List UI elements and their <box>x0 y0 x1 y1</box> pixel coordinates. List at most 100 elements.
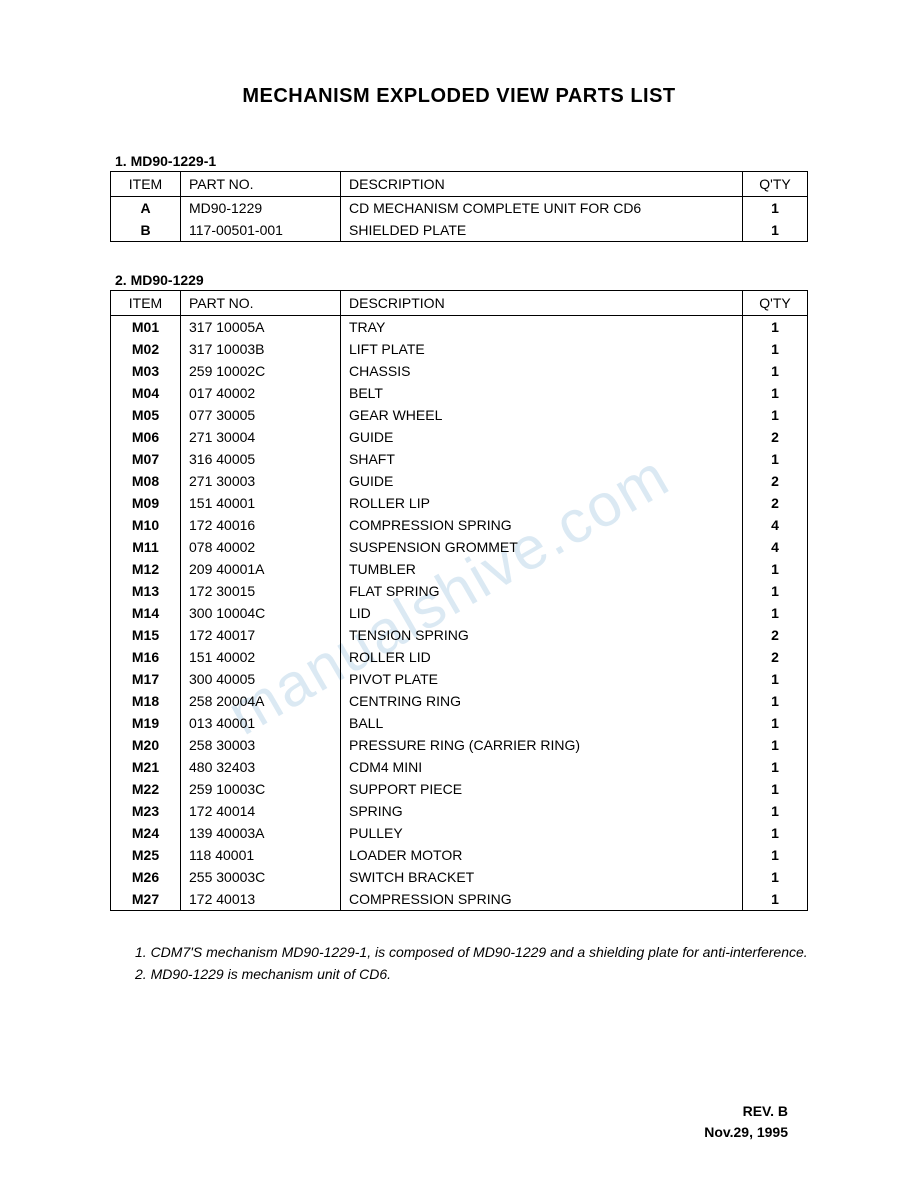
table2-cell-item: M20 <box>111 734 181 756</box>
table-row: M21480 32403CDM4 MINI1 <box>111 756 808 778</box>
table2-header-row: ITEM PART NO. DESCRIPTION Q'TY <box>111 291 808 316</box>
table2-cell-qty: 2 <box>743 470 808 492</box>
table1-cell-partno: 117-00501-001 <box>181 219 341 242</box>
table-row: M27172 40013COMPRESSION SPRING1 <box>111 888 808 911</box>
table2-cell-item: M04 <box>111 382 181 404</box>
table1-header-description: DESCRIPTION <box>341 172 743 197</box>
table2-cell-item: M15 <box>111 624 181 646</box>
table-row: M25118 40001LOADER MOTOR1 <box>111 844 808 866</box>
table2-header-partno: PART NO. <box>181 291 341 316</box>
table2-cell-description: SHAFT <box>341 448 743 470</box>
revision-date: Nov.29, 1995 <box>704 1122 788 1143</box>
table-row: M14300 10004CLID1 <box>111 602 808 624</box>
table2-cell-qty: 1 <box>743 756 808 778</box>
table-row: M11078 40002SUSPENSION GROMMET4 <box>111 536 808 558</box>
table2-cell-qty: 1 <box>743 866 808 888</box>
table2-cell-qty: 1 <box>743 338 808 360</box>
table2-cell-partno: 172 40013 <box>181 888 341 911</box>
table2-cell-qty: 1 <box>743 316 808 339</box>
table2-cell-qty: 2 <box>743 492 808 514</box>
table-row: M08271 30003GUIDE2 <box>111 470 808 492</box>
table2-cell-qty: 4 <box>743 536 808 558</box>
table2-cell-description: COMPRESSION SPRING <box>341 514 743 536</box>
table2-cell-item: M03 <box>111 360 181 382</box>
table2-cell-item: M22 <box>111 778 181 800</box>
table-row: M10172 40016COMPRESSION SPRING4 <box>111 514 808 536</box>
table2-cell-description: SWITCH BRACKET <box>341 866 743 888</box>
table2-cell-qty: 1 <box>743 360 808 382</box>
table2-cell-description: CHASSIS <box>341 360 743 382</box>
table2-cell-partno: 300 10004C <box>181 602 341 624</box>
table2-cell-partno: 255 30003C <box>181 866 341 888</box>
table2-cell-description: FLAT SPRING <box>341 580 743 602</box>
table2-cell-partno: 013 40001 <box>181 712 341 734</box>
table2-cell-description: BALL <box>341 712 743 734</box>
table2-cell-item: M26 <box>111 866 181 888</box>
table-row: M23172 40014SPRING1 <box>111 800 808 822</box>
note-2: 2. MD90-1229 is mechanism unit of CD6. <box>135 963 808 985</box>
table2-cell-description: CDM4 MINI <box>341 756 743 778</box>
table2-cell-description: LOADER MOTOR <box>341 844 743 866</box>
table-row: M01317 10005ATRAY1 <box>111 316 808 339</box>
table2-cell-description: LID <box>341 602 743 624</box>
table1-cell-item: A <box>111 197 181 220</box>
table-row: M15172 40017TENSION SPRING2 <box>111 624 808 646</box>
table2-cell-description: PULLEY <box>341 822 743 844</box>
table2-cell-qty: 1 <box>743 668 808 690</box>
table2-cell-qty: 4 <box>743 514 808 536</box>
table2-cell-item: M14 <box>111 602 181 624</box>
table2-cell-description: BELT <box>341 382 743 404</box>
table-row: AMD90-1229CD MECHANISM COMPLETE UNIT FOR… <box>111 197 808 220</box>
table2-cell-item: M23 <box>111 800 181 822</box>
table-row: M13172 30015FLAT SPRING1 <box>111 580 808 602</box>
table2-cell-qty: 1 <box>743 778 808 800</box>
table2-cell-qty: 1 <box>743 822 808 844</box>
table-row: M04017 40002BELT1 <box>111 382 808 404</box>
table-row: M03259 10002CCHASSIS1 <box>111 360 808 382</box>
table2-cell-item: M01 <box>111 316 181 339</box>
table2-cell-item: M10 <box>111 514 181 536</box>
table-row: M26255 30003CSWITCH BRACKET1 <box>111 866 808 888</box>
table2-cell-item: M07 <box>111 448 181 470</box>
table2-cell-qty: 1 <box>743 712 808 734</box>
table2-cell-qty: 1 <box>743 602 808 624</box>
table2-cell-description: PIVOT PLATE <box>341 668 743 690</box>
table2-cell-partno: 151 40001 <box>181 492 341 514</box>
table2-cell-item: M17 <box>111 668 181 690</box>
table2-cell-description: GEAR WHEEL <box>341 404 743 426</box>
table1-cell-partno: MD90-1229 <box>181 197 341 220</box>
table2-header-qty: Q'TY <box>743 291 808 316</box>
parts-table-1: ITEM PART NO. DESCRIPTION Q'TY AMD90-122… <box>110 171 808 242</box>
table2-cell-item: M08 <box>111 470 181 492</box>
table-row: B117-00501-001SHIELDED PLATE1 <box>111 219 808 242</box>
table-row: M19013 40001BALL1 <box>111 712 808 734</box>
table2-cell-partno: 118 40001 <box>181 844 341 866</box>
table2-cell-partno: 316 40005 <box>181 448 341 470</box>
table2-cell-description: LIFT PLATE <box>341 338 743 360</box>
page-container: MECHANISM EXPLODED VIEW PARTS LIST 1. MD… <box>0 0 918 1026</box>
table2-cell-partno: 271 30003 <box>181 470 341 492</box>
table2-cell-partno: 209 40001A <box>181 558 341 580</box>
table1-cell-qty: 1 <box>743 219 808 242</box>
table1-label: 1. MD90-1229-1 <box>115 153 808 169</box>
table1-cell-description: CD MECHANISM COMPLETE UNIT FOR CD6 <box>341 197 743 220</box>
table2-cell-description: ROLLER LIP <box>341 492 743 514</box>
table2-cell-description: GUIDE <box>341 426 743 448</box>
table2-cell-partno: 172 40017 <box>181 624 341 646</box>
table2-cell-partno: 259 10003C <box>181 778 341 800</box>
table2-cell-description: TUMBLER <box>341 558 743 580</box>
table2-cell-partno: 317 10003B <box>181 338 341 360</box>
table2-cell-item: M02 <box>111 338 181 360</box>
table2-cell-item: M09 <box>111 492 181 514</box>
table2-cell-partno: 077 30005 <box>181 404 341 426</box>
table2-cell-item: M27 <box>111 888 181 911</box>
table1-header-item: ITEM <box>111 172 181 197</box>
table2-cell-qty: 1 <box>743 580 808 602</box>
table2-cell-description: CENTRING RING <box>341 690 743 712</box>
table2-cell-item: M25 <box>111 844 181 866</box>
table2-cell-qty: 1 <box>743 800 808 822</box>
table2-cell-item: M06 <box>111 426 181 448</box>
table2-cell-partno: 172 30015 <box>181 580 341 602</box>
table2-cell-description: COMPRESSION SPRING <box>341 888 743 911</box>
table2-cell-item: M11 <box>111 536 181 558</box>
